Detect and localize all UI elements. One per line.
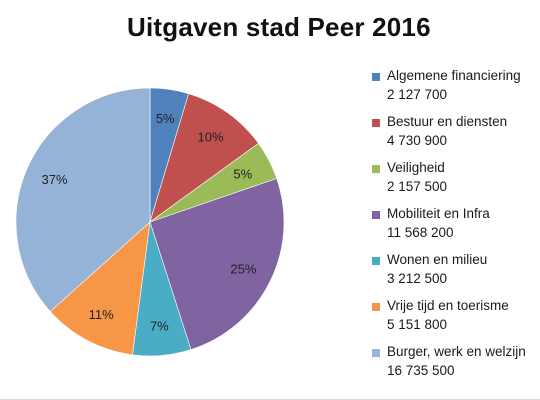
legend-label: Burger, werk en welzijn: [387, 344, 526, 359]
data-label-bestuur-en-diensten: 10%: [198, 129, 224, 144]
legend-item-burger-werk-en-welzijn: Burger, werk en welzijn 16 735 500: [372, 344, 540, 390]
legend-label: Vrije tijd en toerisme: [387, 298, 509, 313]
legend-item-mobiliteit-en-infra: Mobiliteit en Infra 11 568 200: [372, 206, 540, 252]
legend-label: Mobiliteit en Infra: [387, 206, 490, 221]
data-label-vrije-tijd-en-toerisme: 11%: [89, 307, 114, 322]
legend-swatch: [372, 73, 380, 81]
legend-item-vrije-tijd-en-toerisme: Vrije tijd en toerisme 5 151 800: [372, 298, 540, 344]
legend-swatch: [372, 349, 380, 357]
chart-title: Uitgaven stad Peer 2016: [127, 12, 431, 42]
data-label-algemene-financiering: 5%: [156, 111, 175, 126]
legend-swatch: [372, 257, 380, 265]
pie-slice-vrije-tijd-en-toerisme: [49, 221, 151, 356]
legend-item-veiligheid: Veiligheid 2 157 500: [372, 160, 540, 206]
data-label-wonen-en-milieu: 7%: [150, 319, 169, 334]
legend: Algemene financiering 2 127 700 Bestuur en…: [372, 68, 540, 390]
legend-item-bestuur-en-diensten: Bestuur en diensten 4 730 900: [372, 114, 540, 160]
legend-swatch: [372, 211, 380, 219]
legend-value: 3 212 500: [387, 271, 448, 286]
pie-slice-bestuur-en-diensten: [149, 93, 259, 223]
legend-value: 5 151 800: [387, 317, 448, 332]
legend-swatch: [372, 119, 380, 127]
legend-swatch: [372, 303, 380, 311]
legend-value: 4 730 900: [387, 133, 448, 148]
data-label-mobiliteit-en-infra: 25%: [230, 261, 256, 276]
legend-label: Algemene financiering: [387, 68, 521, 83]
legend-label: Bestuur en diensten: [387, 114, 508, 129]
legend-swatch: [372, 165, 380, 173]
legend-value: 11 568 200: [387, 225, 454, 240]
pie-slice-mobiliteit-en-infra: [149, 178, 285, 350]
legend-value: 16 735 500: [387, 363, 455, 378]
legend-item-wonen-en-milieu: Wonen en milieu 3 212 500: [372, 252, 540, 298]
legend-label: Veiligheid: [387, 160, 445, 175]
data-label-burger-werk-en-welzijn: 37%: [42, 172, 68, 187]
data-label-veiligheid: 5%: [233, 166, 252, 181]
pie-slice-burger-werk-en-welzijn: [15, 87, 151, 312]
legend-value: 2 127 700: [387, 87, 448, 102]
legend-item-algemene-financiering: Algemene financiering 2 127 700: [372, 68, 540, 114]
legend-label: Wonen en milieu: [387, 252, 488, 267]
legend-value: 2 157 500: [387, 179, 448, 194]
